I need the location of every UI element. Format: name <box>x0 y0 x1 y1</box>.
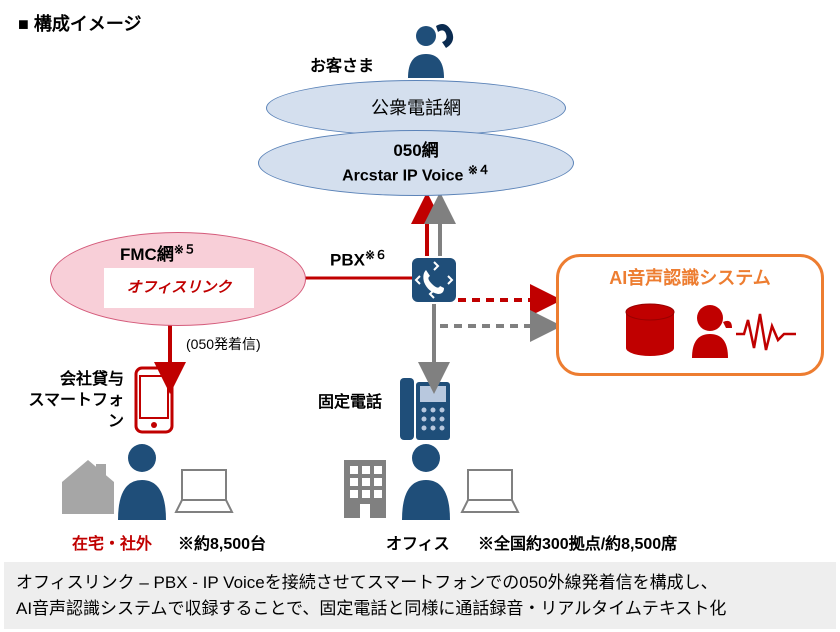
officelink-label: オフィスリンク <box>127 279 232 296</box>
fmc-label: FMC網 <box>120 245 174 264</box>
pbx-icon <box>410 256 458 304</box>
pbx-label-row: PBX※６ <box>330 246 387 271</box>
arcstar-label: Arcstar IP Voice <box>342 167 463 184</box>
arcstar-note: ※４ <box>468 163 490 177</box>
pbx-label: PBX <box>330 251 365 270</box>
050-title: 050網 <box>258 136 574 161</box>
officelink-box: オフィスリンク <box>104 268 254 308</box>
call-note: (050発着信) <box>186 334 261 354</box>
ai-label: AI音声認識システム <box>556 264 824 290</box>
public-network-label: 公衆電話網 <box>266 94 566 120</box>
pbx-note: ※６ <box>365 248 387 262</box>
fmc-note: ※５ <box>174 242 196 256</box>
050-network-labels: 050網 Arcstar IP Voice ※４ <box>258 136 574 185</box>
fmc-label-row: FMC網※５ <box>120 240 196 265</box>
ai-icons <box>580 300 800 366</box>
